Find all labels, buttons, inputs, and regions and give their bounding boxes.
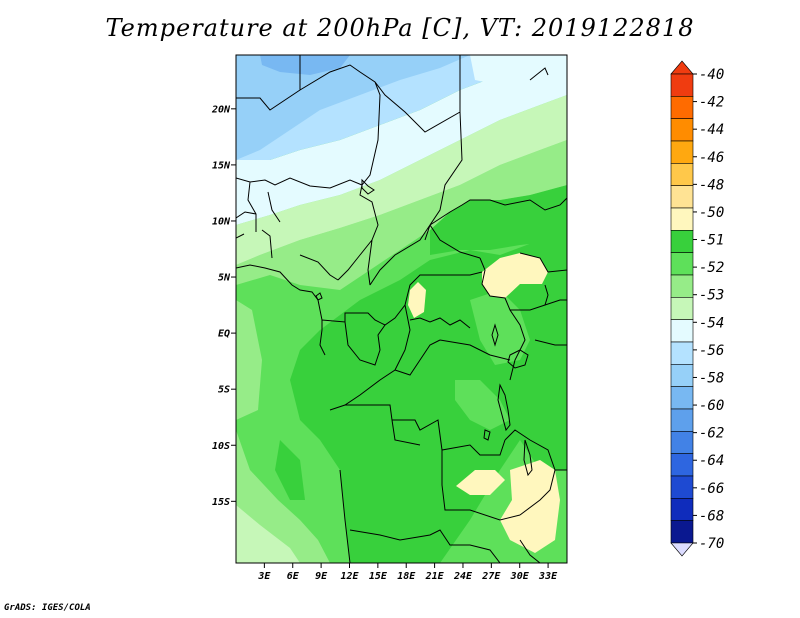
- colorbar-swatch: [670, 185, 694, 209]
- field-green-mid-east: [470, 290, 530, 365]
- colorbar-label: -46: [699, 150, 724, 166]
- colorbar-swatch: [670, 207, 694, 231]
- colorbar-label: -60: [699, 398, 724, 414]
- field-green-mid-south: [455, 380, 510, 430]
- lon-tick-label: 24E: [453, 571, 473, 582]
- colorbar-swatch: [670, 96, 694, 119]
- colorbar-swatch: [670, 140, 694, 164]
- lon-tick-label: 6E: [287, 571, 300, 582]
- lake-tanganyika: [497, 383, 511, 432]
- field-blue-dark: [260, 55, 350, 75]
- field-blue-mid: [236, 55, 470, 160]
- colorbar-label: -48: [699, 177, 724, 193]
- longitude-ticks: 3E 6E 9E 12E 15E 18E 21E 24E 27E 30E 33E: [257, 563, 558, 582]
- colorbar-swatch: [670, 118, 694, 142]
- lon-tick-label: 15E: [369, 571, 388, 582]
- field-cyan-band: [236, 55, 567, 225]
- latitude-ticks: 20N 15N 10N 5N EQ 5S 10S 15S: [211, 104, 236, 508]
- colorbar-swatch: [670, 475, 694, 499]
- field-green-pale-band: [236, 95, 567, 265]
- lon-tick-label: 18E: [397, 571, 416, 582]
- colorbar-label: -44: [699, 122, 724, 138]
- field-yellow-east: [482, 253, 548, 298]
- colorbar-swatch: [670, 319, 694, 343]
- field-green-light-w: [236, 300, 262, 420]
- colorbar-label: -42: [699, 95, 724, 111]
- lat-tick-label: 10N: [212, 216, 231, 227]
- colorbar-swatch: [670, 386, 694, 410]
- colorbar-label: -62: [699, 426, 724, 442]
- lon-tick-label: 21E: [425, 571, 445, 582]
- colorbar-label: -68: [699, 508, 724, 524]
- grads-credit: GrADS: IGES/COLA: [4, 603, 91, 613]
- congo-river: [409, 317, 471, 329]
- lake-mweru: [483, 429, 491, 441]
- colorbar-label: -70: [699, 536, 724, 552]
- lat-tick-label: 5N: [218, 273, 231, 284]
- colorbar-label: -40: [699, 67, 724, 83]
- colorbar-swatch: [670, 252, 694, 276]
- lake-chad: [361, 178, 375, 195]
- lon-tick-label: 12E: [340, 571, 359, 582]
- colorbar-swatch: [670, 341, 694, 365]
- colorbar-label: -51: [699, 233, 724, 249]
- colorbar-label: -50: [699, 205, 724, 221]
- bioko-island: [315, 292, 323, 301]
- field-green-dark-ne: [430, 185, 567, 255]
- colorbar-label: -54: [699, 315, 724, 331]
- lat-tick-label: 10S: [212, 441, 230, 452]
- colorbar-swatch: [670, 73, 694, 97]
- lake-malawi: [523, 439, 533, 477]
- field-green-light-band: [236, 140, 567, 290]
- colorbar-swatch: [670, 230, 694, 253]
- lat-tick-label: 15S: [212, 497, 230, 508]
- lon-tick-label: 33E: [538, 571, 558, 582]
- colorbar-swatch: [670, 274, 694, 298]
- lon-tick-label: 30E: [510, 571, 530, 582]
- lake-victoria: [507, 349, 529, 369]
- lat-tick-label: 20N: [211, 104, 231, 115]
- colorbar-swatch: [670, 431, 694, 454]
- colorbar-label: -66: [699, 481, 724, 497]
- colorbar-label: -52: [699, 260, 724, 276]
- colorbar-swatch: [670, 498, 694, 521]
- colorbar-swatch: [670, 453, 694, 477]
- colorbar: -40 -42 -44 -46 -48 -50 -51 -52 -53 -54 -56 -58 -60 -…: [670, 60, 724, 557]
- lon-tick-label: 3E: [257, 571, 271, 582]
- colorbar-label: -58: [699, 370, 724, 386]
- field-yellow-central: [408, 282, 426, 318]
- map-frame: [235, 54, 568, 564]
- colorbar-swatch: [670, 297, 694, 320]
- field-green-dark-w: [275, 440, 305, 500]
- colorbar-top-arrow: [670, 60, 694, 75]
- lon-tick-label: 9E: [315, 571, 328, 582]
- redsea-coast: [529, 67, 549, 81]
- colorbar-swatch: [670, 408, 694, 432]
- lat-tick-label: 5S: [218, 385, 230, 396]
- lon-tick-label: 27E: [481, 571, 501, 582]
- field-yellow-se-2: [500, 460, 560, 553]
- colorbar-swatch: [670, 364, 694, 387]
- lat-tick-label: EQ: [218, 329, 230, 340]
- colorbar-label: -64: [699, 453, 724, 469]
- map-title: Temperature at 200hPa [C], VT: 201912281…: [105, 14, 695, 42]
- colorbar-bottom-arrow: [670, 542, 694, 557]
- field-cyan-ne-corner: [470, 55, 567, 90]
- lake-turkana: [544, 284, 549, 306]
- lake-albert: [491, 323, 499, 347]
- field-yellow-se: [456, 470, 505, 495]
- lakes: [236, 67, 549, 477]
- colorbar-swatch: [670, 520, 694, 544]
- colorbar-label: -53: [699, 288, 724, 304]
- lat-tick-label: 15N: [212, 160, 231, 171]
- gulf-guinea-coast: [236, 264, 323, 321]
- field-green-pale-sw: [236, 505, 300, 563]
- colorbar-label: -56: [699, 343, 724, 359]
- colorbar-swatch: [670, 163, 694, 186]
